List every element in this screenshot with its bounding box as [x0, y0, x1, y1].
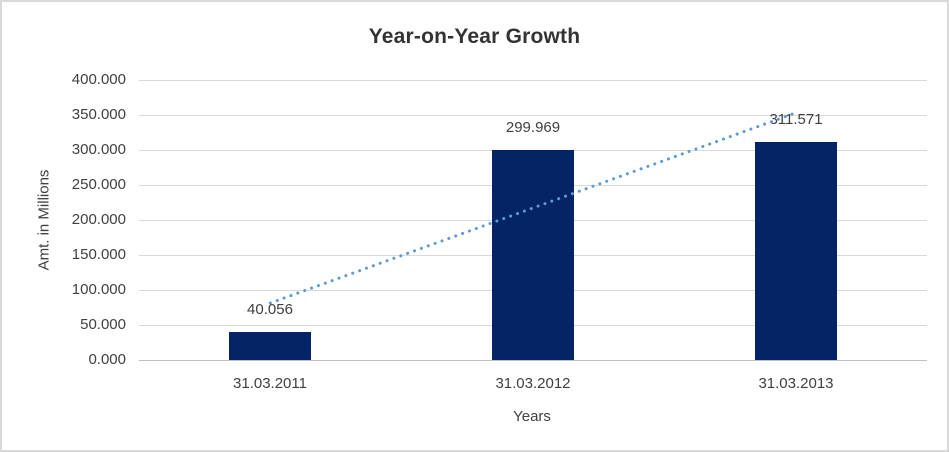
chart-title: Year-on-Year Growth — [368, 25, 581, 48]
x-axis-title: Years — [513, 408, 551, 425]
y-tick-label: 400.000 — [71, 71, 126, 88]
y-tick-label: 350.000 — [71, 106, 126, 123]
y-tick-label: 200.000 — [71, 211, 126, 228]
bar-value-label: 311.571 — [769, 111, 823, 128]
x-axis-line — [139, 360, 927, 361]
bar — [492, 150, 574, 360]
y-tick-label: 0.000 — [88, 351, 126, 368]
bar-value-label: 299.969 — [505, 119, 561, 136]
y-tick-label: 50.000 — [80, 316, 126, 333]
y-tick-label: 100.000 — [71, 281, 126, 298]
x-category-label: 31.03.2011 — [233, 375, 307, 392]
x-category-label: 31.03.2012 — [495, 375, 571, 392]
bar-value-label: 40.056 — [247, 301, 293, 318]
gridline — [139, 80, 927, 81]
x-category-label: 31.03.2013 — [758, 375, 834, 392]
bar — [755, 142, 837, 360]
y-tick-label: 250.000 — [71, 176, 126, 193]
y-tick-label: 150.000 — [71, 246, 126, 263]
y-tick-label: 300.000 — [71, 141, 126, 158]
bar — [229, 332, 311, 360]
